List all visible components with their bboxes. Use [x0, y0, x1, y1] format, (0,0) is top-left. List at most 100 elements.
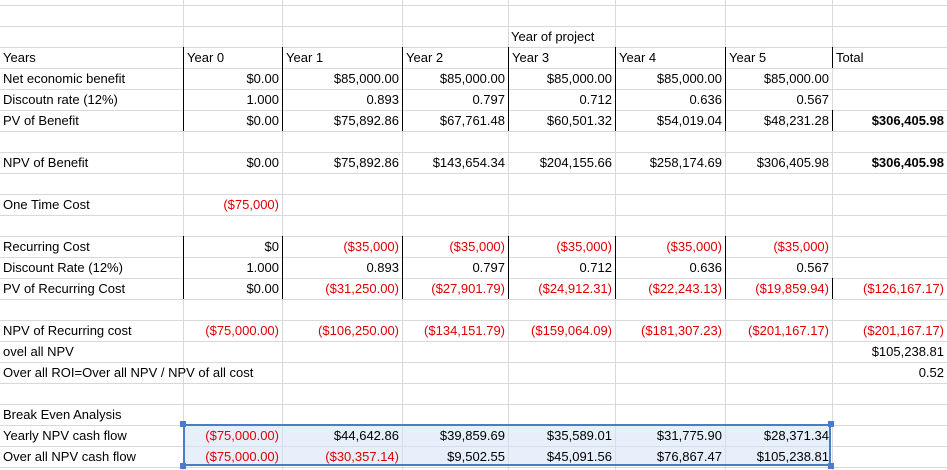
npv_recurring-cell-5[interactable]: ($201,167.17) [748, 323, 829, 338]
npv_recurring-cell-2[interactable]: ($134,151.79) [424, 323, 505, 338]
npv_benefit-cell-6[interactable]: $306,405.98 [871, 155, 944, 170]
row-label-one_time_cost[interactable]: One Time Cost [3, 197, 90, 212]
discount_rate-cell-3[interactable]: 0.712 [508, 89, 615, 110]
discount_rate-cell-2[interactable]: 0.797 [402, 89, 508, 110]
row-label-net_benefit[interactable]: Net economic benefit [3, 71, 126, 86]
row-label-years[interactable]: Years [3, 50, 36, 65]
column-header-0[interactable]: Year 0 [183, 47, 282, 68]
selection-handle[interactable] [180, 421, 186, 427]
recurring_cost-cell-2[interactable]: ($35,000) [402, 236, 508, 257]
discount_rate2-cell-1[interactable]: 0.893 [282, 257, 402, 278]
npv_benefit-cell-1[interactable]: $75,892.86 [333, 155, 399, 170]
yearly_npv-cell-1[interactable]: $44,642.86 [333, 428, 399, 443]
net_benefit-cell-4[interactable]: $85,000.00 [615, 68, 725, 89]
discount_rate2-cell-5[interactable]: 0.567 [725, 257, 832, 278]
row-label-overall_roi[interactable]: Over all ROI=Over all NPV / NPV of all c… [3, 365, 254, 380]
column-header-2[interactable]: Year 2 [402, 47, 508, 68]
column-header-5[interactable]: Year 5 [725, 47, 832, 68]
row-label-npv_recurring[interactable]: NPV of Recurring cost [3, 323, 132, 338]
selection-range[interactable] [183, 424, 831, 466]
header-year-of-project[interactable]: Year of project [511, 29, 595, 44]
column-header-4[interactable]: Year 4 [615, 47, 725, 68]
npv_recurring-cell-3[interactable]: ($159,064.09) [531, 323, 612, 338]
pv_benefit-cell-6[interactable]: $306,405.98 [832, 110, 947, 131]
pv_recurring-cell-2[interactable]: ($27,901.79) [402, 278, 508, 299]
net_benefit-cell-1[interactable]: $85,000.00 [282, 68, 402, 89]
column-header-6[interactable]: Total [832, 47, 947, 68]
row-label-pv_benefit[interactable]: PV of Benefit [3, 113, 79, 128]
net_benefit-cell-0[interactable]: $0.00 [183, 68, 282, 89]
pv_benefit-cell-5[interactable]: $48,231.28 [725, 110, 832, 131]
row-label-discount_rate2[interactable]: Discount Rate (12%) [3, 260, 123, 275]
selection-handle[interactable] [180, 463, 186, 469]
column-header-1[interactable]: Year 1 [282, 47, 402, 68]
pv_recurring-cell-4[interactable]: ($22,243.13) [615, 278, 725, 299]
npv_benefit-cell-4[interactable]: $258,174.69 [649, 155, 722, 170]
discount_rate-cell-0[interactable]: 1.000 [183, 89, 282, 110]
discount_rate2-cell-4[interactable]: 0.636 [615, 257, 725, 278]
npv_benefit-cell-2[interactable]: $143,654.34 [432, 155, 505, 170]
net_benefit-cell-5[interactable]: $85,000.00 [725, 68, 832, 89]
overall_npv_cf-cell-3[interactable]: $45,091.56 [546, 449, 612, 464]
selection-handle[interactable] [828, 421, 834, 427]
pv_benefit-cell-1[interactable]: $75,892.86 [282, 110, 402, 131]
row-label-overall_npv_cf[interactable]: Over all NPV cash flow [3, 449, 136, 464]
discount_rate2-cell-2[interactable]: 0.797 [402, 257, 508, 278]
pv_recurring-cell-5[interactable]: ($19,859.94) [725, 278, 832, 299]
overall_npv_cf-cell-5[interactable]: $105,238.81 [756, 449, 829, 464]
recurring_cost-cell-5[interactable]: ($35,000) [725, 236, 832, 257]
net_benefit-cell-2[interactable]: $85,000.00 [402, 68, 508, 89]
discount_rate-cell-1[interactable]: 0.893 [282, 89, 402, 110]
overall_npv_cf-cell-0[interactable]: ($75,000.00) [205, 449, 279, 464]
discount_rate-cell-4[interactable]: 0.636 [615, 89, 725, 110]
gridline-horizontal [0, 320, 947, 321]
one_time_cost-cell-0[interactable]: ($75,000) [223, 197, 279, 212]
overall_npv_cf-cell-1[interactable]: ($30,357.14) [325, 449, 399, 464]
pv_benefit-cell-3[interactable]: $60,501.32 [508, 110, 615, 131]
gridline-horizontal [0, 47, 947, 48]
overall-roi-value[interactable]: 0.52 [918, 365, 944, 380]
column-header-3[interactable]: Year 3 [508, 47, 615, 68]
yearly_npv-cell-2[interactable]: $39,859.69 [439, 428, 505, 443]
yearly_npv-cell-4[interactable]: $31,775.90 [656, 428, 722, 443]
row-label-break_even[interactable]: Break Even Analysis [3, 407, 122, 422]
overall-npv-value[interactable]: $105,238.81 [871, 344, 944, 359]
npv_recurring-cell-0[interactable]: ($75,000.00) [205, 323, 279, 338]
yearly_npv-cell-0[interactable]: ($75,000.00) [205, 428, 279, 443]
npv_benefit-cell-3[interactable]: $204,155.66 [539, 155, 612, 170]
gridline-horizontal [0, 110, 947, 111]
row-label-recurring_cost[interactable]: Recurring Cost [3, 239, 90, 254]
pv_benefit-cell-0[interactable]: $0.00 [183, 110, 282, 131]
recurring_cost-cell-3[interactable]: ($35,000) [508, 236, 615, 257]
npv_recurring-cell-1[interactable]: ($106,250.00) [318, 323, 399, 338]
row-label-yearly_npv[interactable]: Yearly NPV cash flow [3, 428, 127, 443]
pv_benefit-cell-4[interactable]: $54,019.04 [615, 110, 725, 131]
pv_benefit-cell-2[interactable]: $67,761.48 [402, 110, 508, 131]
pv_recurring-cell-0[interactable]: $0.00 [183, 278, 282, 299]
row-label-overall_npv[interactable]: ovel all NPV [3, 344, 74, 359]
npv_recurring-cell-6[interactable]: ($201,167.17) [863, 323, 944, 338]
yearly_npv-cell-5[interactable]: $28,371.34 [763, 428, 829, 443]
pv_recurring-cell-6[interactable]: ($126,167.17) [832, 278, 947, 299]
row-label-npv_benefit[interactable]: NPV of Benefit [3, 155, 89, 170]
recurring_cost-cell-1[interactable]: ($35,000) [282, 236, 402, 257]
npv_benefit-cell-5[interactable]: $306,405.98 [756, 155, 829, 170]
recurring_cost-cell-0[interactable]: $0 [183, 236, 282, 257]
gridline-horizontal [0, 383, 947, 384]
discount_rate2-cell-3[interactable]: 0.712 [508, 257, 615, 278]
pv_recurring-cell-3[interactable]: ($24,912.31) [508, 278, 615, 299]
overall_npv_cf-cell-2[interactable]: $9,502.55 [447, 449, 505, 464]
overall_npv_cf-cell-4[interactable]: $76,867.47 [656, 449, 722, 464]
yearly_npv-cell-3[interactable]: $35,589.01 [546, 428, 612, 443]
npv_benefit-cell-0[interactable]: $0.00 [246, 155, 279, 170]
recurring_cost-cell-4[interactable]: ($35,000) [615, 236, 725, 257]
selection-handle[interactable] [828, 463, 834, 469]
discount_rate2-cell-0[interactable]: 1.000 [183, 257, 282, 278]
row-label-pv_recurring[interactable]: PV of Recurring Cost [3, 281, 126, 296]
net_benefit-cell-3[interactable]: $85,000.00 [508, 68, 615, 89]
npv_recurring-cell-4[interactable]: ($181,307.23) [641, 323, 722, 338]
row-label-discount_rate[interactable]: Discoutn rate (12%) [3, 92, 118, 107]
discount_rate-cell-5[interactable]: 0.567 [725, 89, 832, 110]
pv_recurring-cell-1[interactable]: ($31,250.00) [282, 278, 402, 299]
